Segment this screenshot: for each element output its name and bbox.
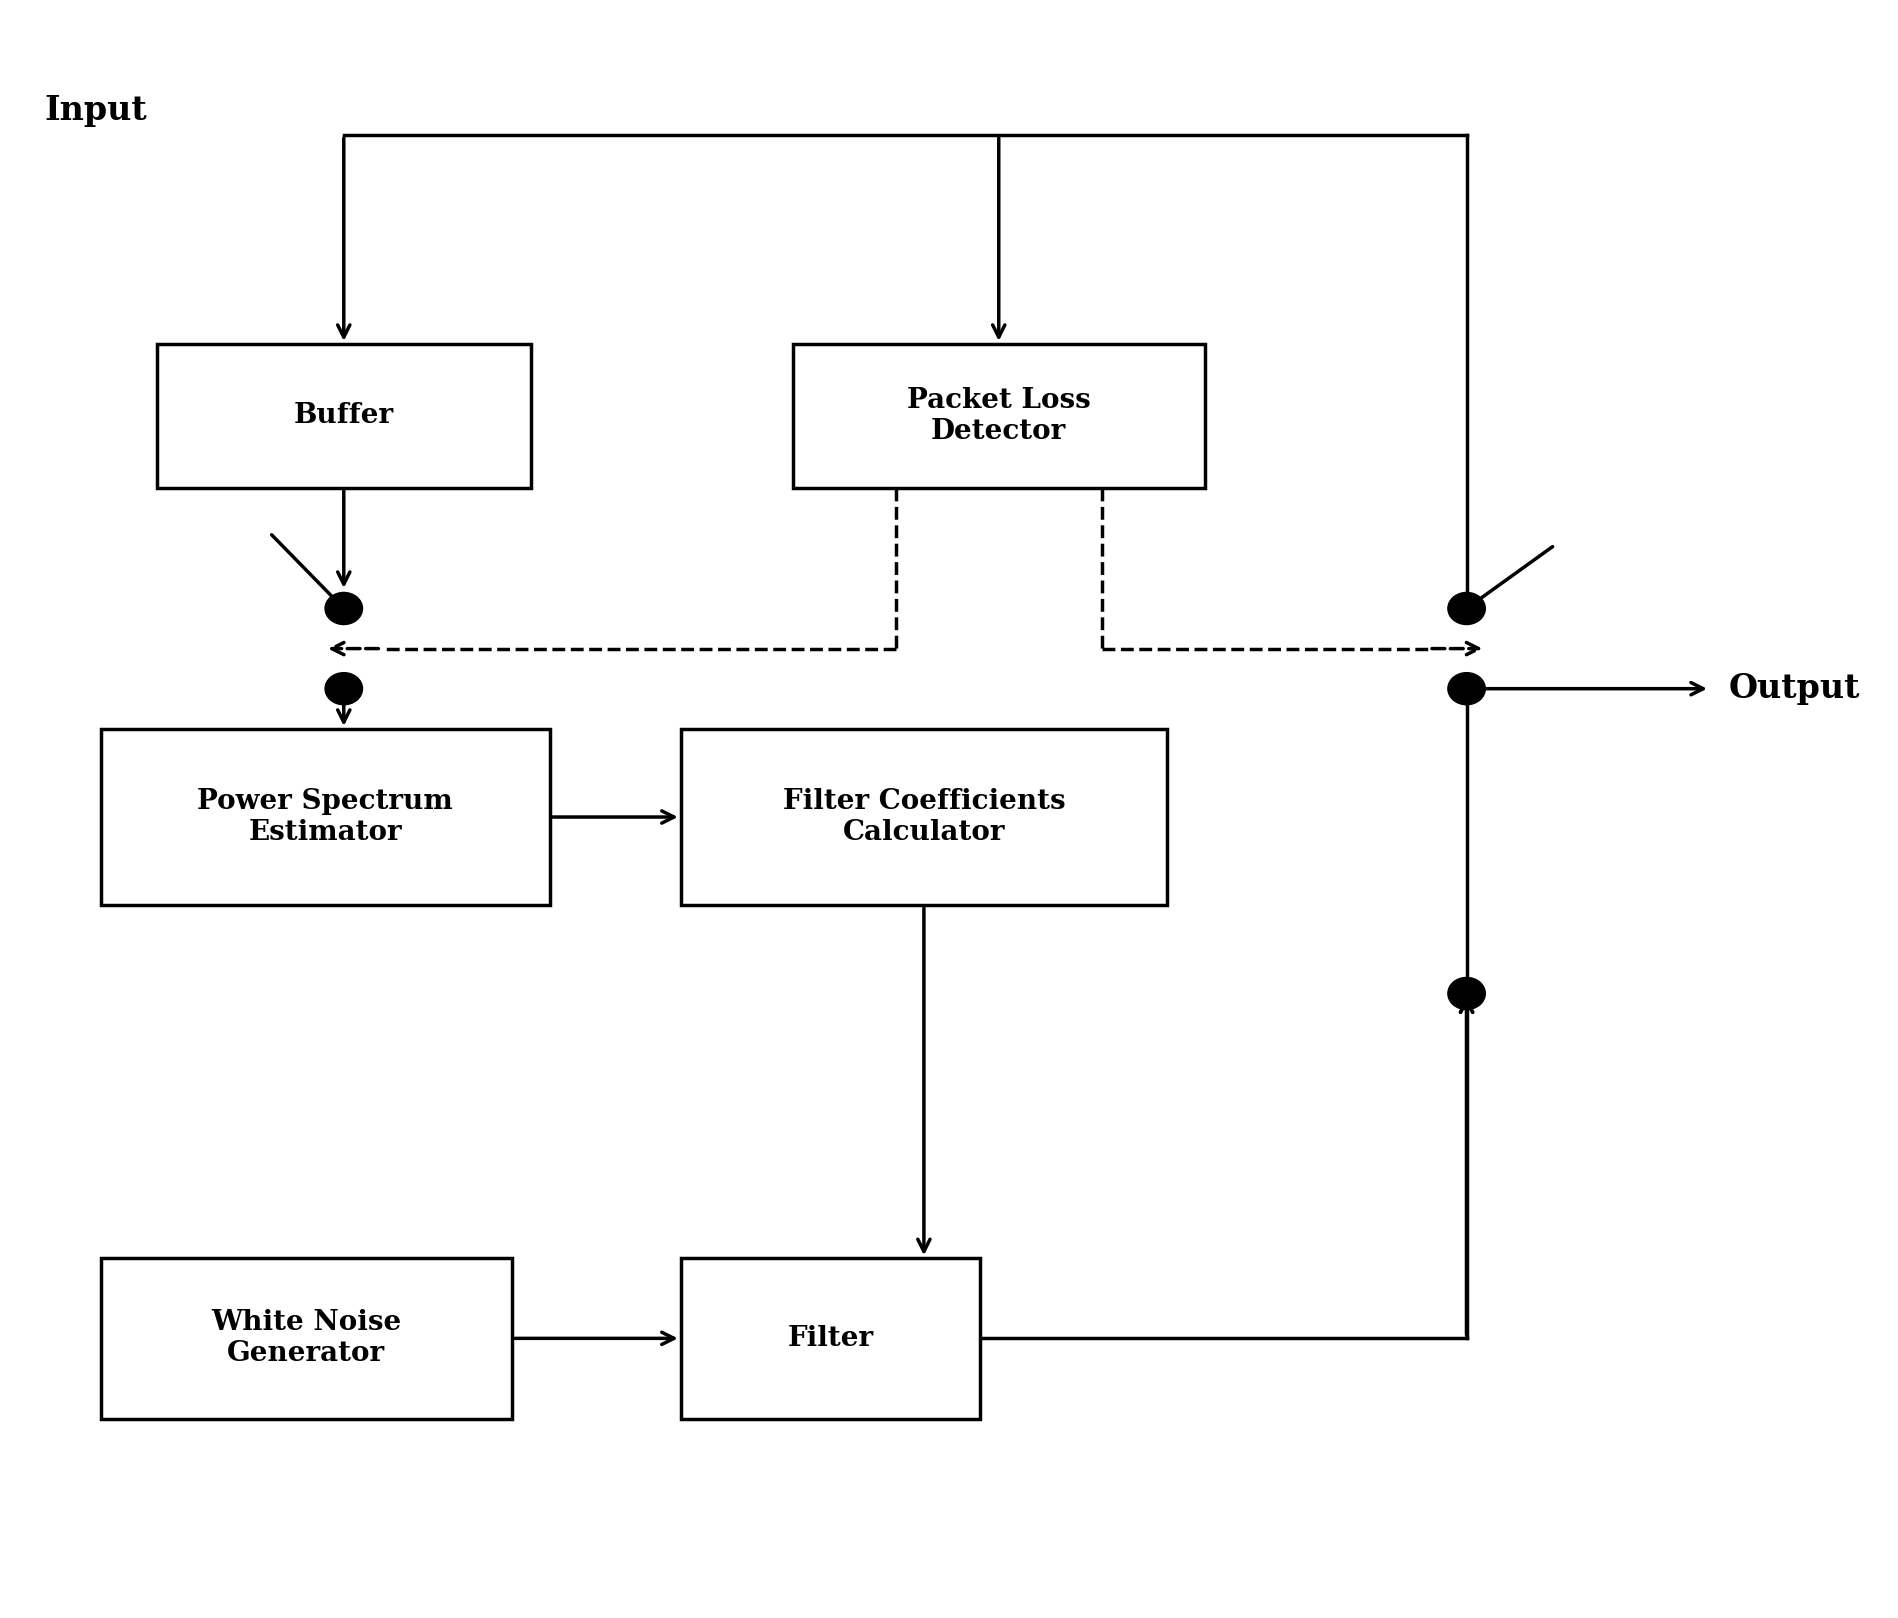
Circle shape [325,673,363,705]
Text: Power Spectrum
Estimator: Power Spectrum Estimator [197,788,454,846]
Text: Output: Output [1727,671,1860,705]
Text: Filter: Filter [788,1325,873,1353]
Text: Filter Coefficients
Calculator: Filter Coefficients Calculator [782,788,1065,846]
FancyBboxPatch shape [156,343,531,489]
Circle shape [325,592,363,625]
Text: Input: Input [44,94,146,128]
FancyBboxPatch shape [679,1259,979,1419]
Text: White Noise
Generator: White Noise Generator [211,1309,400,1367]
Circle shape [1446,977,1484,1010]
Circle shape [1446,673,1484,705]
FancyBboxPatch shape [793,343,1203,489]
FancyBboxPatch shape [101,1259,512,1419]
Text: Buffer: Buffer [294,403,393,429]
Circle shape [1446,592,1484,625]
Text: Packet Loss
Detector: Packet Loss Detector [907,387,1089,445]
FancyBboxPatch shape [679,728,1167,904]
FancyBboxPatch shape [101,728,549,904]
